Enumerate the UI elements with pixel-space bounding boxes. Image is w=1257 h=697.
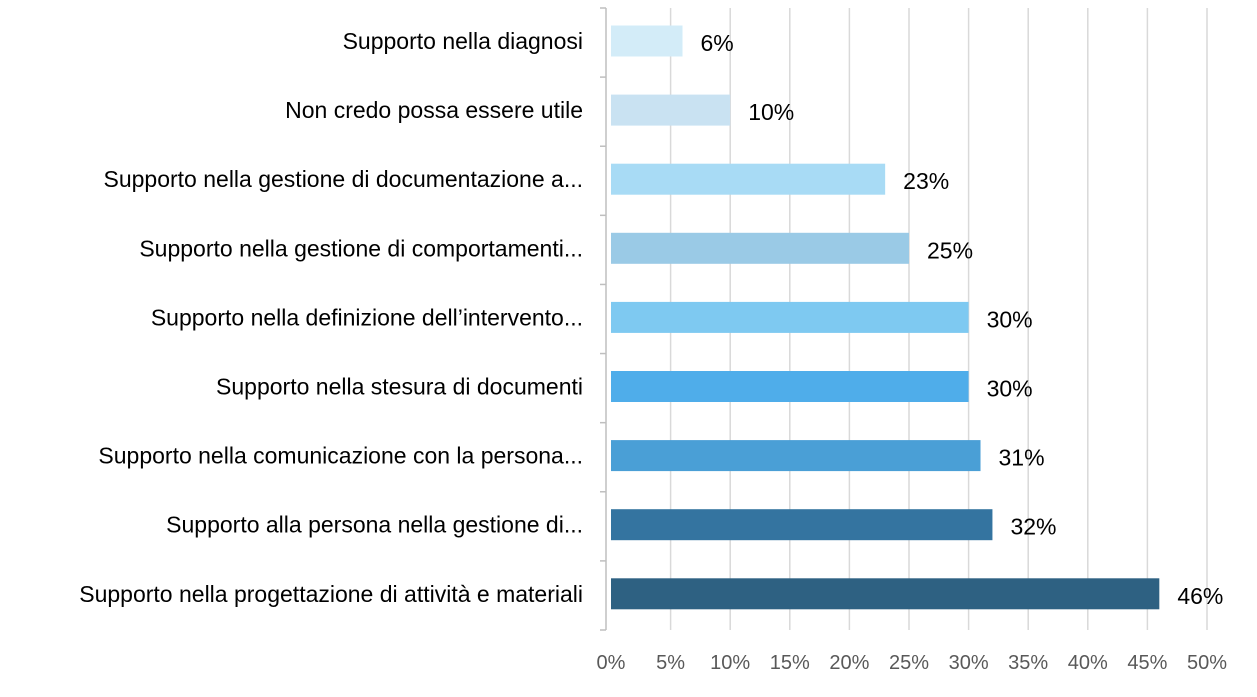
x-tick-label: 30%: [949, 652, 989, 674]
bar: [611, 509, 993, 541]
data-label: 6%: [701, 30, 734, 56]
x-tick-label: 50%: [1187, 652, 1227, 674]
category-label: Supporto alla persona nella gestione di.…: [166, 512, 583, 538]
x-tick-label: 45%: [1127, 652, 1167, 674]
data-label: 30%: [987, 376, 1033, 402]
labels: Supporto nella diagnosi 6% Non credo possa…: [79, 28, 1223, 609]
data-label: 32%: [1010, 514, 1056, 540]
category-label: Supporto nella definizione dell’interven…: [151, 304, 583, 330]
category-label: Non credo possa essere utile: [285, 97, 583, 123]
x-tick-label: 15%: [770, 652, 810, 674]
category-label: Supporto nella stesura di documenti: [216, 374, 583, 400]
bar: [611, 371, 969, 402]
bar: [611, 578, 1160, 610]
category-label: Supporto nella diagnosi: [343, 28, 583, 54]
category-label: Supporto nella comunicazione con la pers…: [98, 443, 583, 469]
x-tick-label: 35%: [1008, 652, 1048, 674]
x-tick-label: 0%: [597, 652, 626, 674]
bar: [611, 25, 683, 57]
bar: [611, 440, 981, 472]
bar: [611, 301, 969, 333]
x-tick-label: 5%: [656, 652, 685, 674]
x-tick-label: 10%: [710, 652, 750, 674]
category-label: Supporto nella gestione di documentazion…: [104, 166, 584, 192]
x-tick-label: 20%: [829, 652, 869, 674]
value-axis: 0% 5% 10% 15% 20% 25% 30% 35% 40% 45% 50%: [597, 7, 1227, 674]
bar: [611, 94, 731, 126]
data-label: 46%: [1177, 583, 1223, 609]
data-label: 25%: [927, 237, 973, 263]
data-label: 31%: [999, 445, 1045, 471]
x-tick-label: 25%: [889, 652, 929, 674]
data-label: 10%: [748, 99, 794, 125]
category-label: Supporto nella gestione di comportamenti…: [139, 235, 583, 261]
x-tick-label: 40%: [1068, 652, 1108, 674]
bar: [611, 163, 886, 195]
data-label: 30%: [987, 306, 1033, 332]
category-label: Supporto nella progettazione di attività…: [79, 581, 583, 607]
bar: [611, 232, 909, 264]
data-label: 23%: [903, 168, 949, 194]
bars: [611, 25, 1160, 610]
